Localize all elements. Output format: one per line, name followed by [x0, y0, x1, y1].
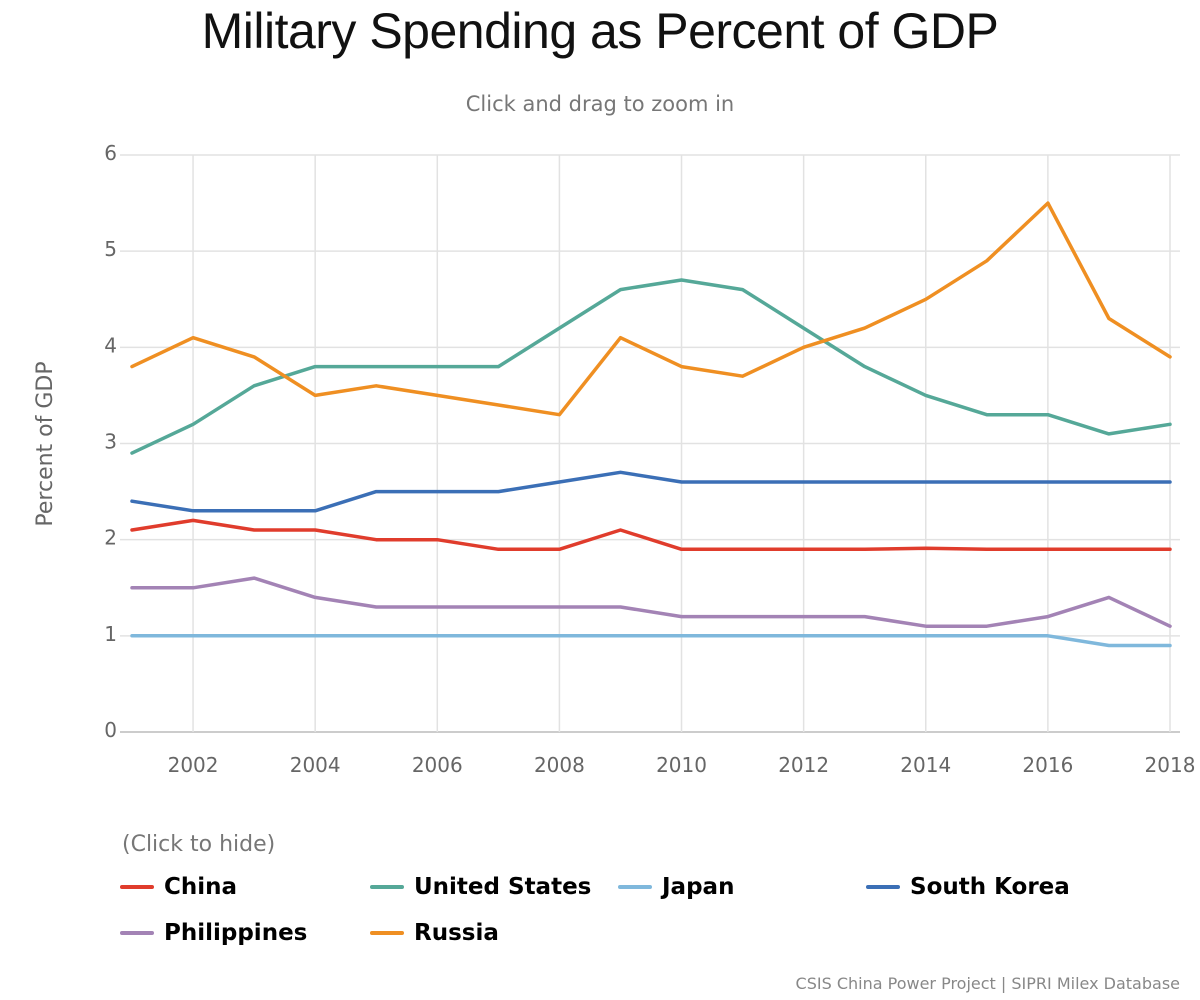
x-axis-ticks: 2002 2004 2006 2008 2010 2012 2014 2016 2018	[168, 753, 1196, 777]
legend-swatch	[120, 931, 154, 935]
grid	[120, 154, 1180, 733]
y-tick-label: 3	[104, 430, 117, 454]
y-axis-ticks: 0 1 2 3 4 5 6	[104, 141, 117, 742]
legend-label: Russia	[414, 920, 499, 946]
series-line-philippines	[130, 576, 1172, 628]
legend-label: China	[164, 874, 238, 900]
x-tick-label: 2012	[778, 753, 829, 777]
x-tick-label: 2016	[1022, 753, 1073, 777]
chart-subtitle: Click and drag to zoom in	[465, 92, 735, 116]
y-tick-label: 4	[104, 333, 117, 357]
x-tick-label: 2002	[168, 753, 219, 777]
legend-item-south-korea[interactable]: South Korea	[866, 870, 1070, 904]
y-tick-label: 2	[104, 526, 117, 550]
legend-item-philippines[interactable]: Philippines	[120, 916, 307, 950]
x-tick-label: 2008	[534, 753, 585, 777]
x-tick-label: 2014	[900, 753, 951, 777]
legend-label: Philippines	[164, 920, 308, 946]
legend-swatch	[370, 931, 404, 935]
legend-item-china[interactable]: China	[120, 870, 237, 904]
y-tick-label: 0	[104, 718, 117, 742]
legend-item-japan[interactable]: Japan	[618, 870, 734, 904]
legend-label: Japan	[662, 874, 735, 900]
legend-label: South Korea	[910, 874, 1070, 900]
line-chart[interactable]: 0 1 2 3 4 5 6 2002 2004 2006 2008 2010 2012 2014 2016…	[0, 0, 1200, 800]
legend-swatch	[866, 885, 900, 889]
source-credit: CSIS China Power Project | SIPRI Milex D…	[795, 974, 1180, 993]
legend-item-russia[interactable]: Russia	[370, 916, 499, 950]
series-line-south-korea	[130, 470, 1172, 513]
series-line-russia	[130, 201, 1172, 417]
y-tick-label: 1	[104, 622, 117, 646]
x-tick-label: 2004	[290, 753, 341, 777]
legend-label: United States	[414, 874, 592, 900]
legend-hint: (Click to hide)	[122, 832, 276, 857]
series-line-japan	[130, 634, 1172, 648]
series-lines	[130, 201, 1172, 648]
legend-swatch	[120, 885, 154, 889]
y-tick-label: 5	[104, 237, 117, 261]
y-tick-label: 6	[104, 141, 117, 165]
legend-item-united-states[interactable]: United States	[370, 870, 591, 904]
legend-swatch	[618, 885, 652, 889]
x-tick-label: 2018	[1145, 753, 1196, 777]
x-tick-label: 2006	[412, 753, 463, 777]
series-line-china	[130, 518, 1172, 552]
series-line-united-states	[130, 278, 1172, 455]
legend: China United States Japan South Korea Philip…	[120, 870, 1180, 960]
y-axis-title: Percent of GDP	[33, 361, 58, 526]
x-tick-label: 2010	[656, 753, 707, 777]
chart-title: Military Spending as Percent of GDP	[201, 3, 999, 59]
legend-swatch	[370, 885, 404, 889]
